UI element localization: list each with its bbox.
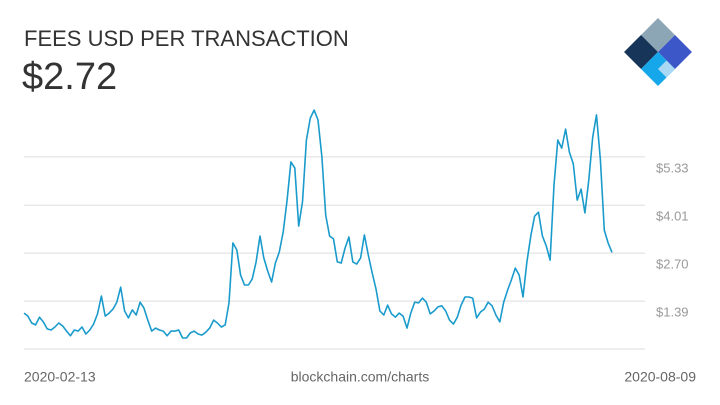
chart-title: FEES USD PER TRANSACTION — [24, 26, 349, 51]
headline-value: $2.72 — [22, 56, 117, 98]
data-line — [23, 109, 613, 339]
y-tick-label: $5.33 — [656, 160, 689, 175]
y-tick-label: $2.70 — [656, 257, 689, 272]
y-tick-label: $4.01 — [656, 209, 689, 224]
x-start-label: 2020-02-13 — [24, 369, 96, 385]
source-label: blockchain.com/charts — [291, 369, 430, 385]
y-tick-label: $1.39 — [656, 305, 689, 320]
logo — [624, 18, 692, 86]
x-end-label: 2020-08-09 — [624, 369, 696, 385]
